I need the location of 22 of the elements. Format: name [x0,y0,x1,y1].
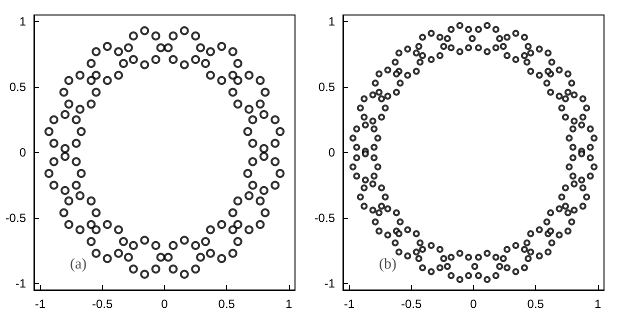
x-tick-label: 0.5 [218,297,236,311]
x-tick-label: -1 [34,297,46,311]
y-tick-label: 0 [328,146,336,160]
x-tick-label: -0.5 [401,297,422,311]
y-tick-label: 1 [19,14,26,29]
y-tick-label: -0.5 [314,210,336,225]
y-tick-label: -0.5 [5,210,26,225]
x-tick-label: 0 [470,297,478,311]
x-tick-label: 0.5 [527,297,544,311]
x-tick-label: -0.5 [92,297,114,311]
annotation: (a) [70,256,87,272]
annotation: (b) [379,256,396,272]
y-tick-label: -1 [15,276,26,290]
y-tick-label: 0 [19,146,26,160]
y-tick-label: 0.5 [318,80,336,94]
x-tick-label: 1 [594,297,602,311]
x-tick-label: -1 [344,297,355,311]
x-tick-label: 0 [161,297,168,311]
y-tick-label: -1 [324,276,336,290]
y-tick-label: 0.5 [9,80,26,94]
y-tick-label: 1 [328,14,336,29]
x-tick-label: 1 [285,297,292,311]
